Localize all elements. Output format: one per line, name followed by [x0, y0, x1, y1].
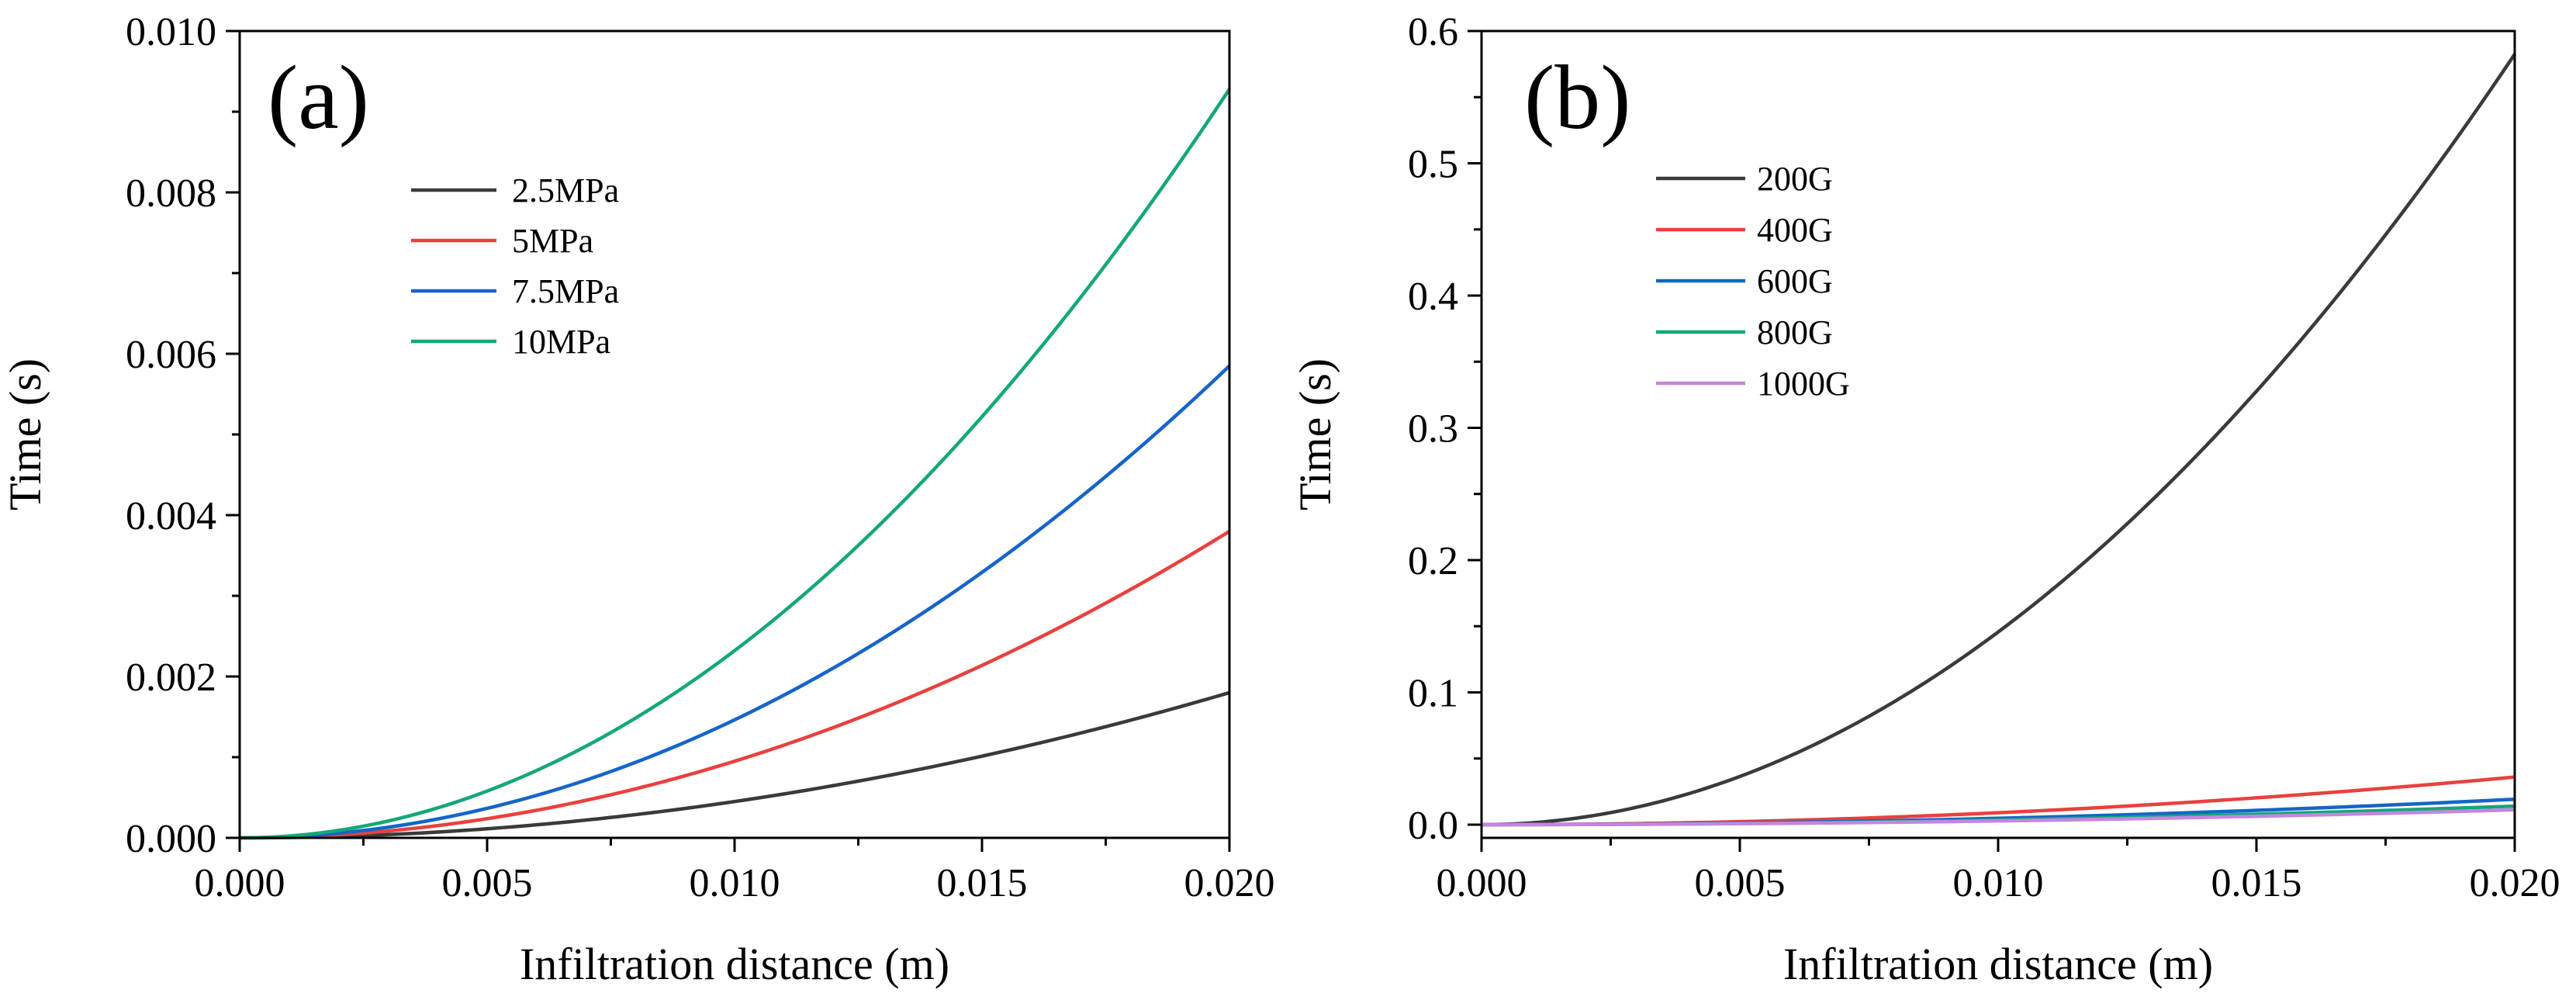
plot-frame [1480, 29, 2516, 839]
legend-label: 5MPa [512, 222, 593, 260]
y-tick-label: 0.008 [126, 171, 216, 216]
y-tick-label: 0.1 [1408, 671, 1458, 715]
y-tick-label: 0.2 [1408, 539, 1458, 583]
x-tick-label: 0.000 [1437, 861, 1527, 905]
y-tick-label: 0.4 [1408, 275, 1458, 319]
legend: 2.5MPa 5MPa 7.5MPa 10MPa [411, 171, 619, 361]
y-tick-label: 0.002 [126, 656, 216, 700]
legend-label: 800G [1757, 313, 1833, 351]
y-tick-label: 0.5 [1408, 142, 1458, 186]
legend-label: 200G [1757, 160, 1833, 198]
series-line-2-5mpa [239, 690, 1230, 840]
x-tick-label: 0.005 [1695, 861, 1786, 905]
y-axis-title: Time (s) [0, 358, 50, 510]
series-line-7-5mpa [239, 364, 1231, 840]
panel-b: 0.000 0.005 0.010 0.015 0.020 0.0 0.1 0.2 0.3 0.4… [1290, 10, 2560, 989]
y-axis-title: Time (s) [1290, 358, 1340, 510]
y-tick-label: 0.0 [1408, 804, 1458, 848]
x-axis-title: Infiltration distance (m) [520, 939, 949, 989]
y-tick-label: 0.010 [126, 10, 216, 54]
x-axis-title: Infiltration distance (m) [1783, 939, 2213, 989]
y-tick-label: 0.004 [126, 494, 216, 538]
x-tick-label: 0.010 [1953, 861, 2044, 905]
series-line-200g [1481, 53, 2516, 827]
legend-label: 400G [1757, 211, 1833, 249]
series-line-1000g [1482, 808, 2515, 827]
x-tick-label: 0.000 [195, 861, 285, 905]
x-tick-label: 0.005 [442, 861, 533, 905]
y-tick-label: 0.006 [126, 333, 216, 377]
legend-label: 7.5MPa [512, 272, 619, 310]
y-tick-label: 0.000 [126, 817, 216, 861]
plot-frame [238, 29, 1231, 839]
panel-a: 0.000 0.005 0.010 0.015 0.020 0.000 0.002 0.004… [0, 10, 1275, 989]
series-line-10mpa [239, 88, 1231, 840]
x-tick-label: 0.015 [2211, 861, 2302, 905]
series-line-5mpa [239, 529, 1231, 840]
legend-label: 600G [1757, 262, 1833, 300]
legend-label: 2.5MPa [512, 171, 619, 209]
legend-label: 1000G [1757, 365, 1850, 403]
legend-label: 10MPa [512, 323, 610, 361]
panel-label: (a) [268, 47, 369, 148]
x-tick-label: 0.010 [690, 861, 780, 905]
x-tick-label: 0.020 [2470, 861, 2560, 905]
legend: 200G 400G 600G 800G 1000G [1656, 160, 1850, 403]
y-tick-label: 0.3 [1408, 407, 1458, 451]
y-tick-label: 0.6 [1408, 10, 1458, 54]
panel-label: (b) [1524, 47, 1631, 148]
x-tick-label: 0.015 [937, 861, 1028, 905]
x-tick-label: 0.020 [1184, 861, 1275, 905]
